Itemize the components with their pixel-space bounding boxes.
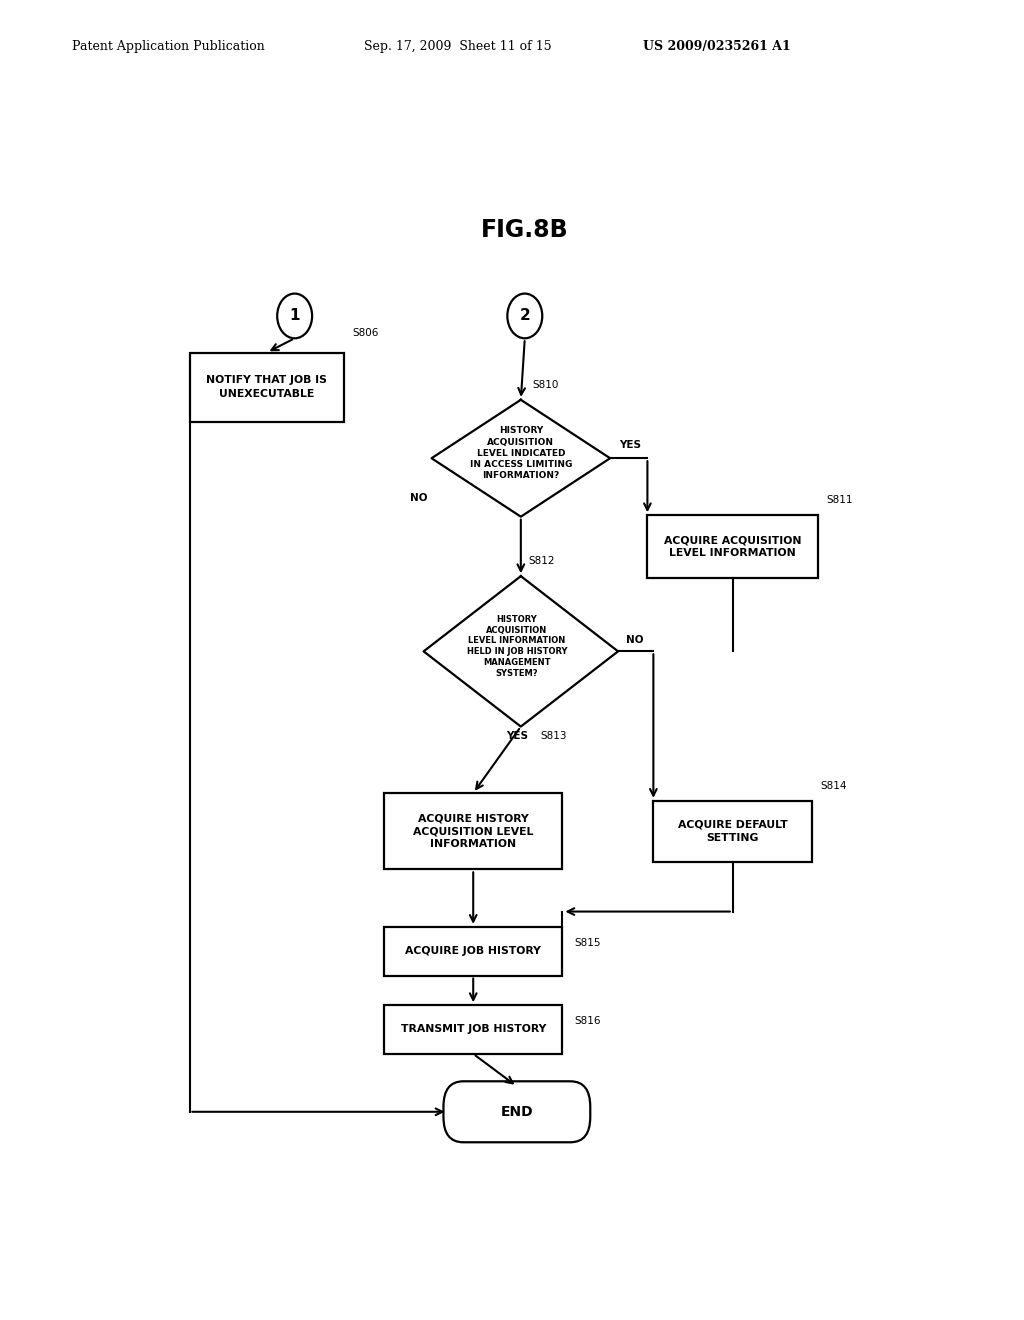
Text: NO: NO: [410, 494, 428, 503]
Text: YES: YES: [620, 440, 642, 450]
Text: END: END: [501, 1105, 534, 1119]
Bar: [189, 352, 344, 421]
Text: HISTORY
ACQUISITION
LEVEL INDICATED
IN ACCESS LIMITING
INFORMATION?: HISTORY ACQUISITION LEVEL INDICATED IN A…: [470, 426, 572, 480]
Text: 1: 1: [290, 309, 300, 323]
Text: S811: S811: [826, 495, 852, 506]
Text: FIG.8B: FIG.8B: [481, 218, 568, 242]
Text: S816: S816: [574, 1016, 601, 1027]
Bar: [647, 515, 818, 578]
Text: HISTORY
ACQUISITION
LEVEL INFORMATION
HELD IN JOB HISTORY
MANAGEMENT
SYSTEM?: HISTORY ACQUISITION LEVEL INFORMATION HE…: [467, 615, 567, 677]
Text: Sep. 17, 2009  Sheet 11 of 15: Sep. 17, 2009 Sheet 11 of 15: [364, 40, 551, 53]
Text: ACQUIRE ACQUISITION
LEVEL INFORMATION: ACQUIRE ACQUISITION LEVEL INFORMATION: [664, 535, 802, 558]
Text: ACQUIRE HISTORY
ACQUISITION LEVEL
INFORMATION: ACQUIRE HISTORY ACQUISITION LEVEL INFORM…: [413, 813, 534, 850]
Text: 2: 2: [519, 309, 530, 323]
Bar: [384, 1005, 562, 1053]
Text: S812: S812: [528, 556, 555, 566]
Text: NOTIFY THAT JOB IS
UNEXECUTABLE: NOTIFY THAT JOB IS UNEXECUTABLE: [207, 375, 328, 399]
Text: S815: S815: [574, 939, 601, 948]
Bar: [384, 793, 562, 870]
Bar: [384, 927, 562, 975]
Text: S814: S814: [820, 780, 847, 791]
Text: YES: YES: [506, 731, 527, 741]
Bar: [653, 801, 812, 862]
Text: ACQUIRE DEFAULT
SETTING: ACQUIRE DEFAULT SETTING: [678, 820, 787, 843]
Text: TRANSMIT JOB HISTORY: TRANSMIT JOB HISTORY: [400, 1024, 546, 1035]
Text: Patent Application Publication: Patent Application Publication: [72, 40, 264, 53]
Text: S810: S810: [532, 380, 559, 389]
Text: ACQUIRE JOB HISTORY: ACQUIRE JOB HISTORY: [406, 946, 541, 956]
Text: S813: S813: [541, 731, 567, 741]
Text: NO: NO: [626, 635, 643, 645]
Text: S806: S806: [352, 329, 379, 338]
Text: US 2009/0235261 A1: US 2009/0235261 A1: [643, 40, 791, 53]
